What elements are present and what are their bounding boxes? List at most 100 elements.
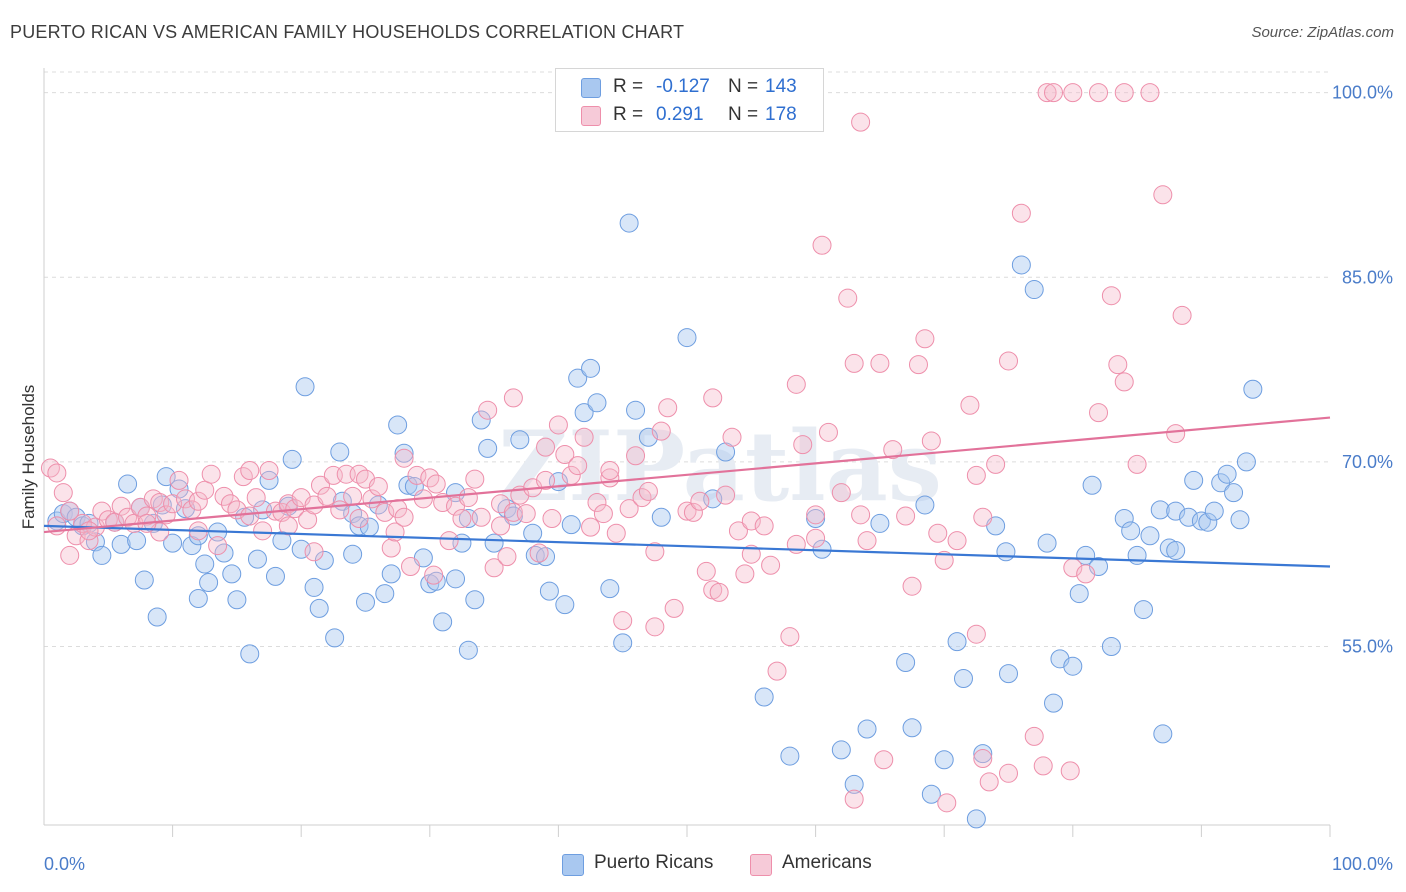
data-point: [1198, 512, 1218, 532]
data-point: [497, 499, 517, 519]
data-point: [426, 474, 446, 494]
data-point: [60, 545, 80, 565]
data-point: [529, 543, 549, 563]
data-point: [1134, 600, 1154, 620]
data-point: [677, 501, 697, 521]
legend-n-label: N =: [728, 104, 759, 125]
data-point: [851, 505, 871, 525]
data-point: [222, 564, 242, 584]
data-point: [1166, 541, 1186, 561]
data-point: [844, 353, 864, 373]
data-point: [593, 504, 613, 524]
data-point: [754, 516, 774, 536]
data-point: [581, 358, 601, 378]
data-point: [966, 624, 986, 644]
chart-title: PUERTO RICAN VS AMERICAN FAMILY HOUSEHOL…: [10, 22, 685, 42]
data-point: [497, 547, 517, 567]
data-point: [147, 607, 167, 627]
data-point: [60, 501, 80, 521]
data-point: [651, 507, 671, 527]
data-point: [156, 505, 176, 525]
data-point: [253, 521, 273, 541]
legend-r-label: R =: [613, 76, 644, 97]
data-point: [574, 403, 594, 423]
data-point: [317, 486, 337, 506]
data-point: [979, 772, 999, 792]
data-point: [1037, 533, 1057, 553]
data-point: [947, 632, 967, 652]
legend-swatch: [581, 106, 601, 126]
data-point: [394, 507, 414, 527]
data-point: [548, 415, 568, 435]
data-point: [214, 543, 234, 563]
data-point: [536, 547, 556, 567]
data-point: [870, 513, 890, 533]
data-point: [683, 502, 703, 522]
source-label: Source: ZipAtlas.com: [1251, 24, 1394, 41]
data-point: [1044, 83, 1064, 103]
data-point: [536, 437, 556, 457]
data-point: [1243, 379, 1263, 399]
data-point: [53, 483, 73, 503]
data-point: [375, 584, 395, 604]
data-point: [282, 449, 302, 469]
data-point: [201, 464, 221, 484]
data-point: [265, 566, 285, 586]
data-point: [330, 500, 350, 520]
data-point: [966, 809, 986, 829]
data-point: [188, 491, 208, 511]
data-point: [1224, 483, 1244, 503]
data-point: [401, 557, 421, 577]
data-point: [780, 627, 800, 647]
data-point: [465, 590, 485, 610]
series-puerto-ricans: [47, 213, 1263, 829]
data-point: [1153, 185, 1173, 205]
data-point: [831, 483, 851, 503]
data-point: [870, 353, 890, 373]
data-point: [1236, 452, 1256, 472]
data-point: [375, 502, 395, 522]
data-point: [163, 533, 183, 553]
data-point: [452, 509, 472, 529]
data-point: [722, 427, 742, 447]
data-point: [424, 565, 444, 585]
data-point: [896, 506, 916, 526]
data-point: [857, 531, 877, 551]
data-point: [1172, 305, 1192, 325]
x-ticks: [172, 825, 1331, 837]
data-point: [1230, 510, 1250, 530]
data-point: [831, 740, 851, 760]
x-tick-label-min: 0.0%: [44, 854, 85, 874]
data-point: [915, 329, 935, 349]
data-point: [915, 495, 935, 515]
data-point: [568, 368, 588, 388]
data-point: [471, 410, 491, 430]
data-point: [851, 112, 871, 132]
data-point: [484, 558, 504, 578]
data-point: [127, 531, 147, 551]
data-point: [786, 374, 806, 394]
data-point: [703, 388, 723, 408]
data-point: [587, 493, 607, 513]
bottom-legend-label: Americans: [782, 852, 872, 873]
data-point: [1114, 372, 1134, 392]
data-point: [188, 589, 208, 609]
data-point: [581, 517, 601, 537]
data-point: [349, 464, 369, 484]
data-point: [1089, 83, 1109, 103]
data-point: [310, 475, 330, 495]
data-point: [199, 573, 219, 593]
y-axis-label: Family Households: [19, 385, 38, 530]
data-point: [1204, 501, 1224, 521]
data-point: [600, 579, 620, 599]
data-point: [394, 448, 414, 468]
data-point: [259, 470, 279, 490]
data-point: [902, 576, 922, 596]
data-point: [304, 542, 324, 562]
trend-line-americans: [43, 416, 1331, 534]
data-point: [478, 438, 498, 458]
data-point: [1114, 509, 1134, 529]
data-point: [1140, 83, 1160, 103]
data-point: [761, 555, 781, 575]
